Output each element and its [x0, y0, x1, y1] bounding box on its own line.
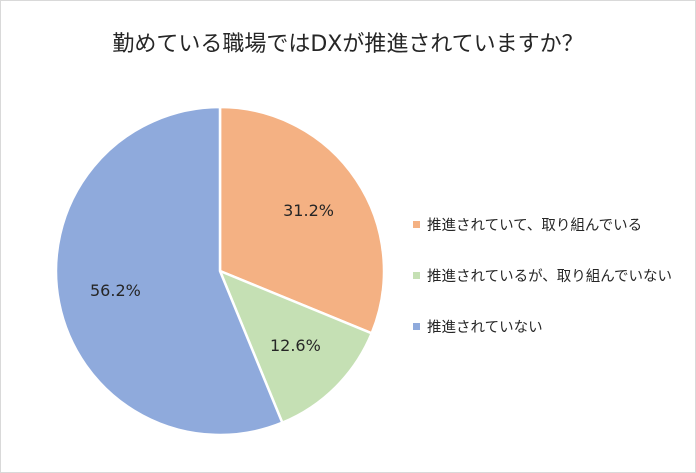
- pie-data-labels: 31.2% 12.6% 56.2%: [90, 201, 334, 355]
- legend-swatch-engaged: [413, 220, 420, 228]
- legend: 推進されていて、取り組んでいる 推進されているが、取り組んでいない 推進されてい…: [413, 214, 672, 367]
- legend-item-not-engaged: 推進されているが、取り組んでいない: [413, 265, 672, 285]
- pie-slice-engaged: [218, 105, 386, 335]
- legend-swatch-not-engaged: [413, 271, 420, 279]
- legend-swatch-not-promoted: [413, 322, 420, 330]
- data-label-not-promoted: 56.2%: [90, 281, 141, 300]
- legend-label-not-engaged: 推進されているが、取り組んでいない: [427, 268, 673, 285]
- legend-item-not-promoted: 推進されていない: [413, 316, 672, 336]
- legend-item-engaged: 推進されていて、取り組んでいる: [413, 214, 672, 234]
- data-label-not-engaged: 12.6%: [270, 336, 321, 355]
- legend-label-not-promoted: 推進されていない: [427, 319, 543, 336]
- pie-slice-not-promoted: [54, 105, 284, 437]
- chart-title: 勤めている職場ではDXが推進されていますか？: [112, 32, 584, 57]
- pie-slice-not-engaged: [218, 269, 373, 424]
- pie-slices: [54, 105, 386, 437]
- legend-label-engaged: 推進されていて、取り組んでいる: [427, 217, 643, 234]
- data-label-engaged: 31.2%: [283, 201, 334, 220]
